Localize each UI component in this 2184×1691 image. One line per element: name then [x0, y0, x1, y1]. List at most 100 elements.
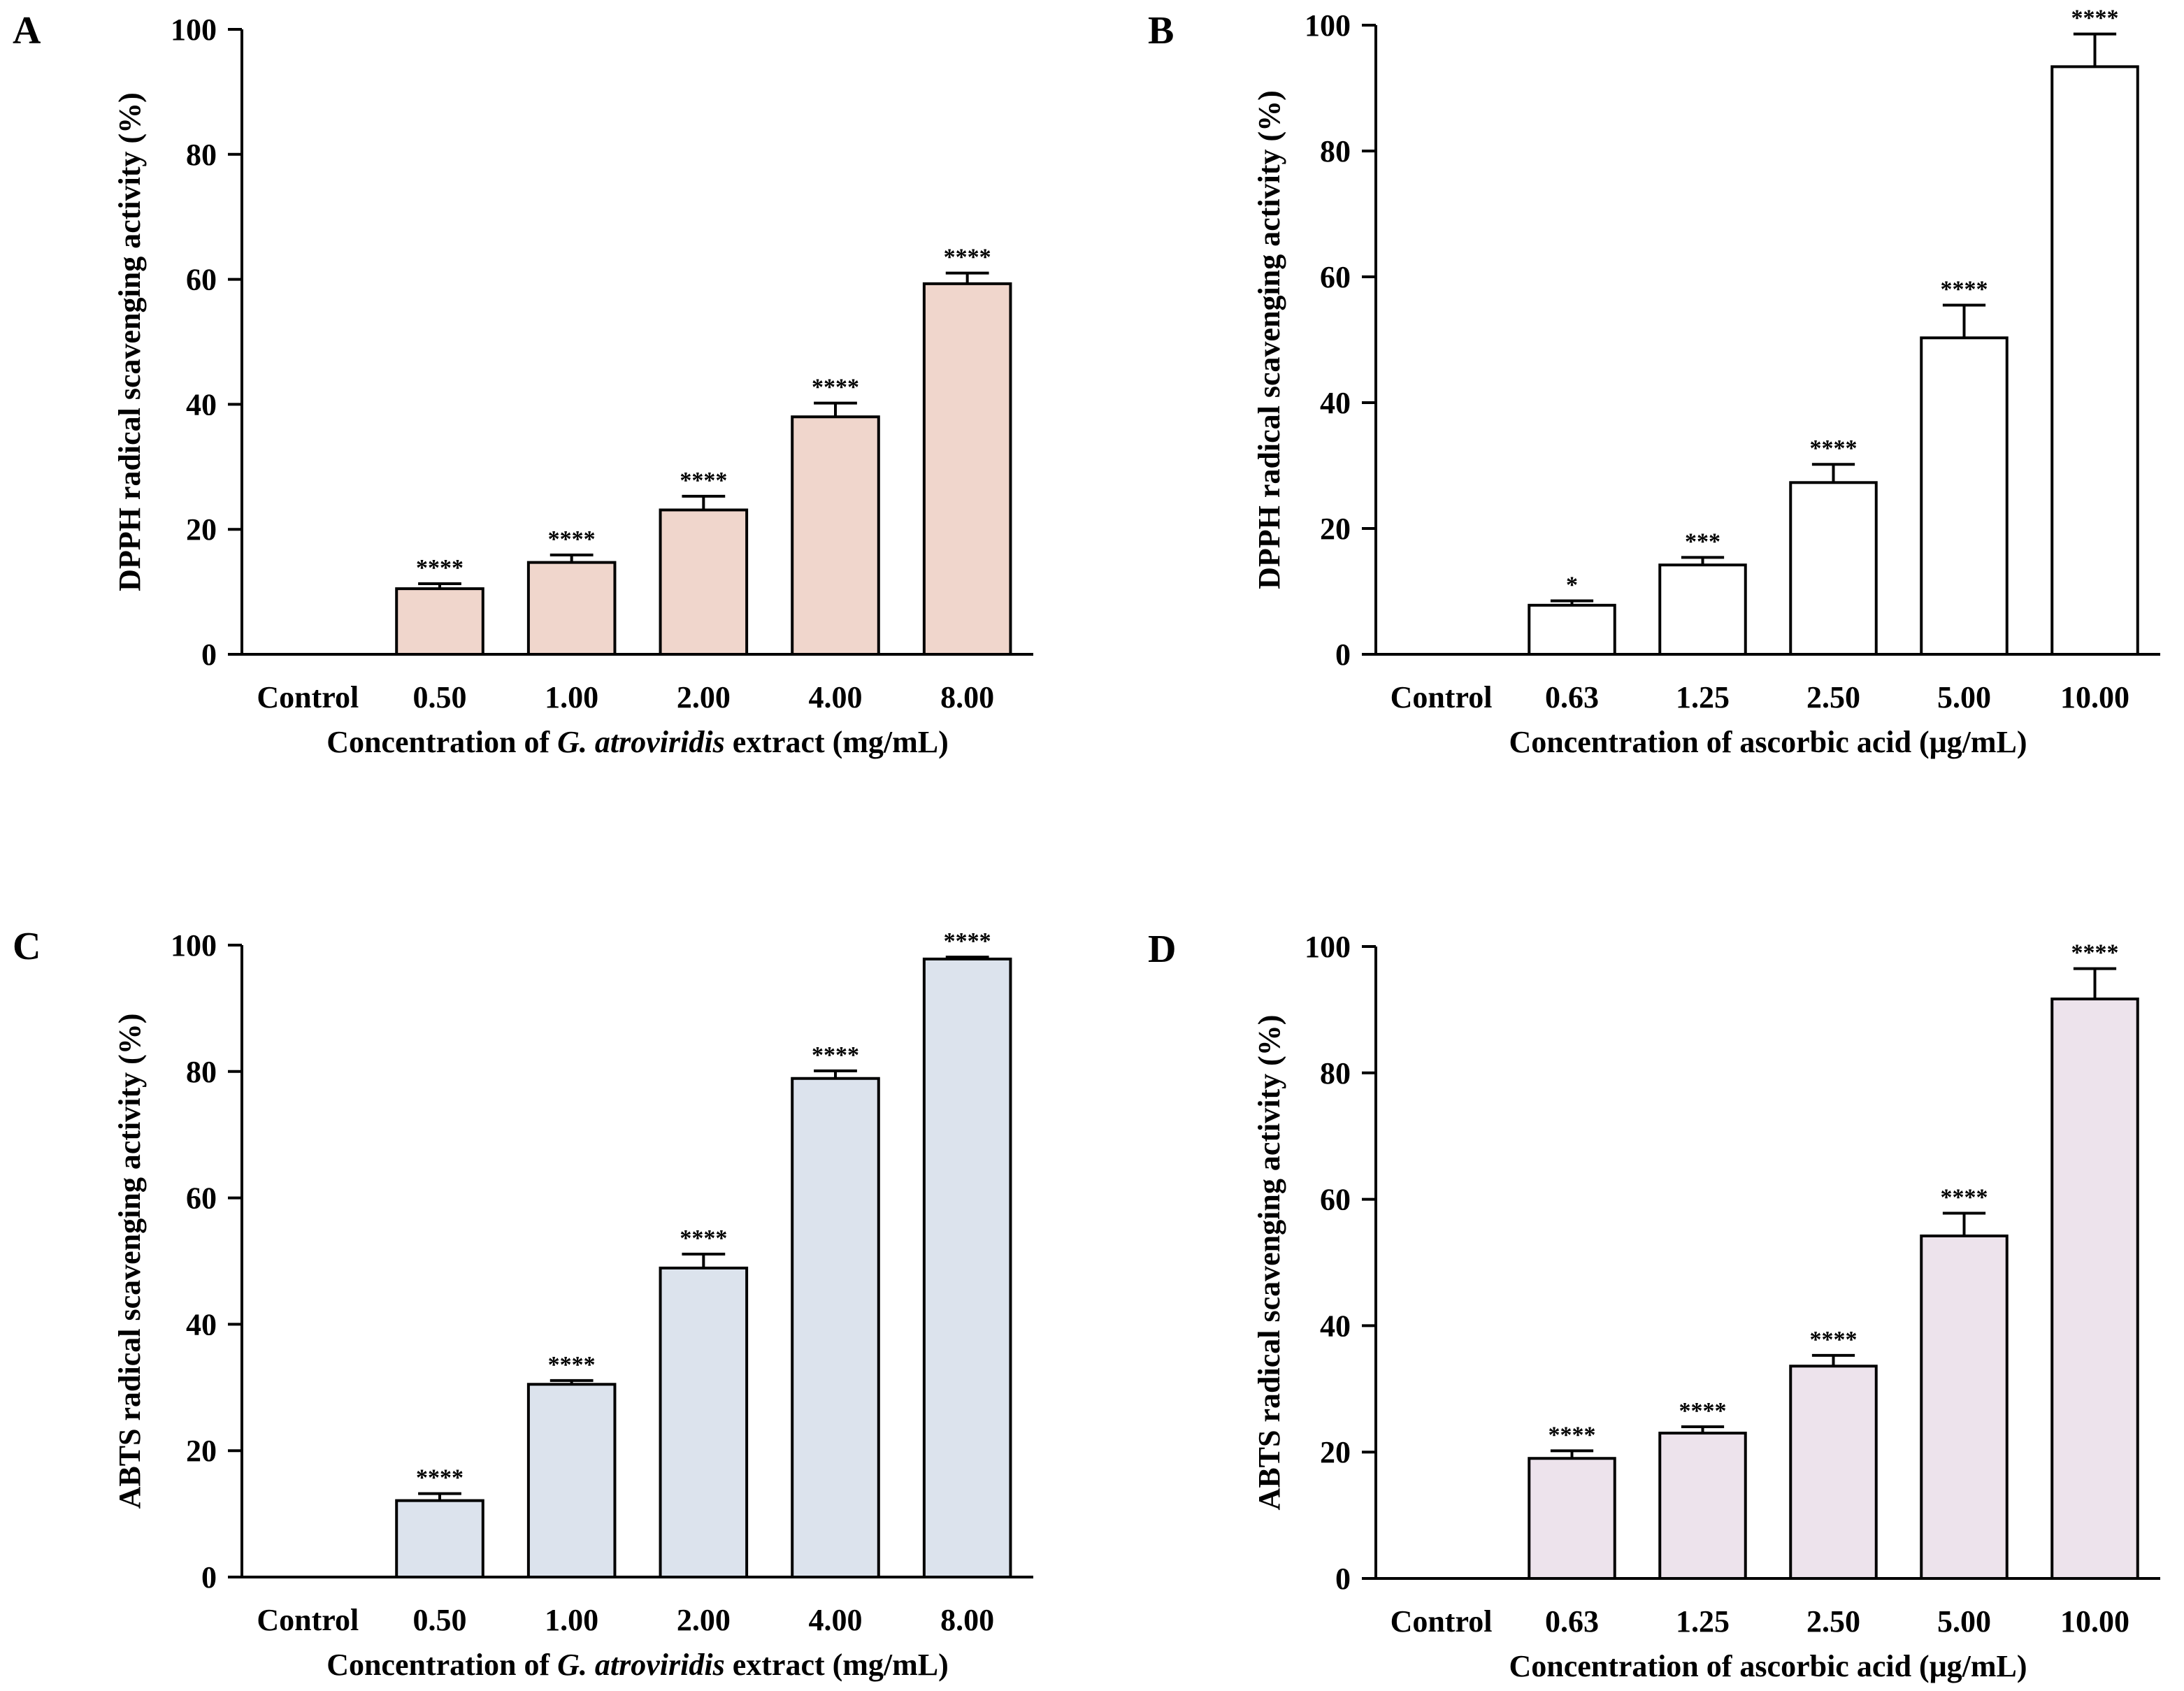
y-tick-label: 40 — [1320, 386, 1351, 420]
y-tick-label: 0 — [201, 638, 217, 672]
y-tick-label: 60 — [1320, 260, 1351, 294]
y-tick-label: 40 — [186, 1307, 217, 1341]
significance-label: **** — [2071, 940, 2119, 966]
significance-label: **** — [944, 928, 991, 954]
x-tick-label: 2.50 — [1806, 680, 1860, 714]
y-tick-label: 80 — [1320, 134, 1351, 168]
x-axis-title: Concentration of ascorbic acid (μg/mL) — [1509, 725, 2027, 759]
x-axis-title: Concentration of G. atroviridis extract … — [326, 1648, 949, 1682]
significance-label: **** — [548, 526, 596, 552]
x-tick-label: 2.00 — [677, 1603, 731, 1637]
x-tick-label: 0.63 — [1545, 680, 1599, 714]
x-axis-title-part: extract (mg/mL) — [725, 1648, 949, 1682]
bar-10.00 — [2050, 65, 2139, 656]
chart-panel-d: D 0 20 40 60 80 100 ABTS radical scavenging act… — [1148, 928, 2160, 1683]
y-tick-label: 20 — [186, 512, 217, 547]
panel-letter: D — [1148, 928, 1176, 971]
significance-label: *** — [1685, 528, 1720, 554]
x-tick-label: 0.63 — [1545, 1604, 1599, 1639]
bar-4.00 — [791, 415, 880, 656]
bar-2.00 — [659, 1266, 749, 1578]
x-tick-label: 1.25 — [1676, 680, 1730, 714]
x-tick-label: 1.00 — [545, 1603, 598, 1637]
y-tick-label: 100 — [1305, 8, 1351, 43]
y-tick-label: 100 — [171, 928, 217, 963]
x-tick-label: Control — [257, 1603, 359, 1637]
significance-label: **** — [1810, 436, 1858, 461]
chart-panel-a: A 0 20 40 60 80 100 DPPH radical scavenging act… — [13, 9, 1033, 759]
panel-letter: B — [1148, 9, 1174, 52]
x-axis-title-part: Concentration of — [326, 725, 557, 759]
significance-label: **** — [1941, 1184, 1988, 1210]
x-tick-label: Control — [1391, 680, 1493, 714]
y-tick-label: 20 — [1320, 512, 1351, 546]
x-tick-label: Control — [257, 680, 359, 714]
y-tick-label: 20 — [186, 1434, 217, 1468]
bar-8.00 — [922, 282, 1012, 656]
panel-letter: A — [13, 9, 41, 52]
x-tick-label: 8.00 — [940, 1603, 994, 1637]
chart-panel-c: C 0 20 40 60 80 100 ABTS radical scavenging act… — [13, 925, 1033, 1682]
significance-label: **** — [812, 375, 859, 401]
y-tick-label: 0 — [1335, 638, 1351, 672]
x-tick-label: 5.00 — [1937, 680, 1991, 714]
x-tick-label: 4.00 — [809, 1603, 863, 1637]
bar-2.50 — [1789, 481, 1878, 656]
significance-label: **** — [944, 245, 991, 271]
y-tick-label: 80 — [186, 138, 217, 172]
significance-label: **** — [548, 1352, 596, 1378]
x-tick-label: 0.50 — [413, 680, 467, 714]
bar-2.00 — [659, 508, 749, 656]
x-tick-label: 10.00 — [2060, 1604, 2129, 1639]
significance-label: **** — [2071, 6, 2119, 31]
bar-1.25 — [1658, 1432, 1747, 1581]
x-axis-title-part: extract (mg/mL) — [725, 725, 949, 759]
y-tick-label: 80 — [186, 1055, 217, 1089]
bar-1.25 — [1658, 563, 1747, 656]
x-axis-title-part: Concentration of ascorbic acid (μg/mL) — [1509, 1649, 2027, 1683]
bar-0.50 — [395, 1499, 484, 1578]
x-tick-label: Control — [1391, 1604, 1493, 1639]
y-tick-label: 80 — [1320, 1056, 1351, 1091]
significance-label: **** — [812, 1042, 859, 1068]
x-axis-title-italic-part: G. atroviridis — [557, 725, 725, 759]
y-tick-label: 40 — [186, 387, 217, 422]
significance-label: * — [1566, 573, 1578, 598]
significance-label: **** — [1941, 277, 1988, 303]
x-tick-label: 2.00 — [677, 680, 731, 714]
panel-letter: C — [13, 925, 41, 968]
significance-label: **** — [1679, 1398, 1727, 1424]
bar-10.00 — [2050, 998, 2139, 1580]
x-tick-label: 10.00 — [2060, 680, 2129, 714]
y-axis-title: DPPH radical scavenging activity (%) — [1252, 90, 1286, 589]
y-tick-label: 100 — [171, 13, 217, 47]
x-axis-title: Concentration of ascorbic acid (μg/mL) — [1509, 1649, 2027, 1683]
bar-0.63 — [1528, 1457, 1616, 1580]
y-tick-label: 40 — [1320, 1309, 1351, 1343]
y-tick-label: 20 — [1320, 1435, 1351, 1469]
chart-panel-b: B 0 20 40 60 80 100 DPPH radical scavenging act… — [1148, 6, 2160, 759]
y-tick-label: 60 — [186, 263, 217, 297]
y-axis-title: DPPH radical scavenging activity (%) — [113, 92, 147, 591]
x-axis-title-part: Concentration of — [326, 1648, 557, 1682]
x-axis-title: Concentration of G. atroviridis extract … — [326, 725, 949, 759]
significance-label: **** — [1549, 1422, 1596, 1448]
x-tick-label: 8.00 — [940, 680, 994, 714]
y-tick-label: 100 — [1305, 930, 1351, 964]
x-axis-title-italic-part: G. atroviridis — [557, 1648, 725, 1682]
y-axis-title: ABTS radical scavenging activity (%) — [113, 1014, 147, 1509]
bar-1.00 — [526, 561, 617, 656]
bar-4.00 — [791, 1077, 880, 1578]
bar-5.00 — [1920, 1235, 2009, 1580]
significance-label: **** — [680, 1225, 727, 1251]
x-tick-label: 0.50 — [413, 1603, 467, 1637]
significance-label: **** — [680, 468, 727, 494]
x-tick-label: 5.00 — [1937, 1604, 1991, 1639]
significance-label: **** — [416, 555, 464, 581]
x-tick-label: 4.00 — [809, 680, 863, 714]
bar-2.50 — [1789, 1365, 1878, 1580]
bar-1.00 — [526, 1383, 617, 1579]
x-tick-label: 2.50 — [1806, 1604, 1860, 1639]
x-tick-label: 1.25 — [1676, 1604, 1730, 1639]
